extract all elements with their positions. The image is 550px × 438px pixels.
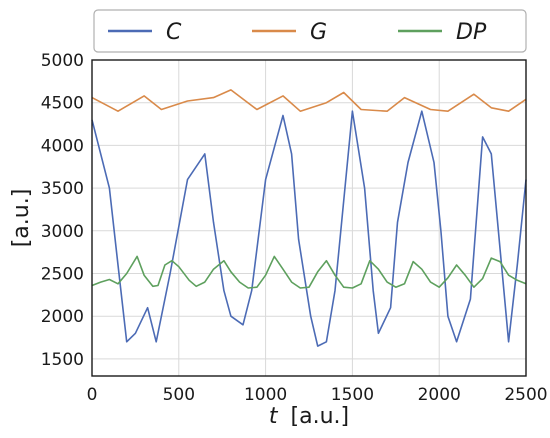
plot-frame bbox=[91, 59, 527, 377]
x-axis-unit: [a.u.] bbox=[291, 404, 350, 429]
legend-box bbox=[93, 9, 527, 53]
series-line-dp bbox=[91, 255, 527, 289]
y-tick-label: 1500 bbox=[41, 350, 84, 370]
y-tick-label: 3500 bbox=[41, 179, 84, 199]
y-tick-label: 2500 bbox=[41, 265, 84, 285]
y-axis-ticks: 1500 2000 2500 3000 3500 4000 4500 5000 bbox=[41, 51, 84, 370]
legend-items: C G DP bbox=[108, 20, 487, 45]
x-tick-label: 0 bbox=[87, 385, 98, 405]
legend-label-dp: DP bbox=[456, 20, 487, 45]
legend-label-g: G bbox=[310, 20, 327, 45]
series-line-g bbox=[91, 89, 527, 112]
y-tick-label: 4500 bbox=[41, 94, 84, 114]
x-tick-label: 500 bbox=[163, 385, 195, 405]
y-tick-label: 5000 bbox=[41, 51, 84, 71]
series-line-c bbox=[91, 110, 527, 347]
x-tick-label: 1500 bbox=[331, 385, 374, 405]
y-tick-label: 3000 bbox=[41, 222, 84, 242]
x-tick-label: 2500 bbox=[504, 385, 547, 405]
x-axis-variable: t bbox=[269, 404, 279, 429]
x-axis-ticks: 0 500 1000 1500 2000 2500 bbox=[87, 385, 548, 405]
y-tick-label: 2000 bbox=[41, 307, 84, 327]
series-lines bbox=[91, 89, 527, 347]
y-tick-label: 4000 bbox=[41, 136, 84, 156]
x-tick-label: 1000 bbox=[244, 385, 287, 405]
y-axis-label: [a.u.] bbox=[9, 189, 34, 248]
x-axis-label: t [a.u.] bbox=[269, 404, 349, 429]
legend: C G DP bbox=[93, 9, 527, 53]
legend-label-c: C bbox=[166, 20, 182, 45]
x-tick-label: 2000 bbox=[418, 385, 461, 405]
